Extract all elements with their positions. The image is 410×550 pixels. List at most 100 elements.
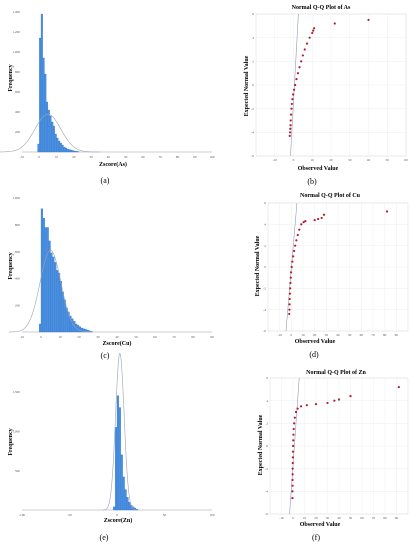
chart-title: Normal Q-Q Plot of Zn xyxy=(306,370,366,376)
histogram-bar xyxy=(114,427,118,511)
qq-point xyxy=(293,422,296,425)
y-tick-label: 200 xyxy=(15,303,20,307)
qq-point xyxy=(288,312,291,316)
y-tick-label: 2 xyxy=(266,422,268,426)
x-tick-label: 50 xyxy=(124,155,128,159)
x-axis-label: Observed Value xyxy=(295,339,336,345)
x-tick-label: 100 xyxy=(209,155,214,159)
normal-curve xyxy=(0,113,100,153)
x-tick-label: 0 xyxy=(40,335,42,339)
histogram-bar xyxy=(63,299,66,333)
y-tick-label: -6 xyxy=(251,154,254,158)
histogram-bar xyxy=(116,395,120,511)
y-axis-label: Expected Normal Value xyxy=(255,235,261,296)
x-axis-label: Zscore(Zn) xyxy=(104,517,133,524)
qq-point xyxy=(313,27,316,30)
qq-point xyxy=(288,134,291,137)
histogram-bar xyxy=(71,318,74,333)
y-tick-label: 1,000 xyxy=(12,429,20,434)
y-axis-label: Expected Normal Value xyxy=(258,414,264,475)
y-tick-label: 1,500 xyxy=(12,390,20,395)
qq-point xyxy=(308,36,311,39)
x-tick-label: 0 xyxy=(38,155,40,159)
x-tick-label: 70 xyxy=(371,333,375,337)
qq-point xyxy=(289,124,292,127)
x-tick-label: 30 xyxy=(89,155,93,159)
histogram-bar xyxy=(124,489,127,511)
panel-label: (e) xyxy=(100,533,109,542)
histogram-bar xyxy=(126,497,129,511)
histogram-bar xyxy=(46,227,49,333)
chart-title: Normal Q-Q Plot of As xyxy=(292,5,351,11)
qq-point xyxy=(295,239,298,242)
histogram-bar xyxy=(71,150,74,153)
qq-point xyxy=(311,31,314,35)
qq-point xyxy=(367,18,370,22)
y-tick-label: -4 xyxy=(263,308,266,312)
x-tick-label: 60 xyxy=(360,333,364,337)
qq-point xyxy=(292,433,295,436)
histogram-bar xyxy=(68,149,71,153)
panel-label: (f) xyxy=(312,533,320,542)
y-tick-label: 0 xyxy=(252,83,254,87)
x-tick-label: 0 xyxy=(292,516,294,520)
y-tick-label: 1,000 xyxy=(12,50,20,55)
x-tick-label: 60 xyxy=(153,335,157,339)
qq-point xyxy=(290,102,293,106)
x-tick-label: -50 xyxy=(67,513,72,517)
y-axis-label: Frequency xyxy=(8,252,14,279)
qq-point xyxy=(291,484,294,487)
y-tick-label: 800 xyxy=(15,223,20,227)
y-tick-label: 6 xyxy=(264,201,266,205)
histogram-bar xyxy=(42,57,45,153)
x-tick-label: 40 xyxy=(337,516,341,520)
histogram-bar xyxy=(59,280,63,333)
qq-point xyxy=(320,216,323,220)
x-tick-label: 10 xyxy=(58,335,62,339)
qq-point xyxy=(290,265,293,269)
x-tick-label: -10 xyxy=(20,155,25,159)
y-tick-label: -6 xyxy=(265,512,268,516)
histogram-bar xyxy=(75,151,78,153)
qq-point xyxy=(333,22,336,25)
histogram-bar xyxy=(47,109,50,153)
qq-point xyxy=(292,255,295,258)
x-tick-label: 90 xyxy=(395,516,399,520)
qq-point xyxy=(312,29,315,32)
x-tick-label: 20 xyxy=(314,516,318,520)
histogram-cu: Frequency Zscore(Cu) (c) -10 0 10 20 30 40 50 6… xyxy=(8,196,214,360)
histogram-bar xyxy=(44,227,47,333)
qq-point xyxy=(302,221,305,224)
histogram-bar xyxy=(70,149,73,153)
qq-point xyxy=(291,260,294,263)
y-tick-label: 800 xyxy=(15,70,20,74)
histogram-bar xyxy=(57,272,61,333)
qq-point xyxy=(291,478,294,482)
qq-point xyxy=(304,220,307,223)
y-tick-label: 4 xyxy=(266,399,268,403)
x-tick-label: 0 xyxy=(290,333,292,337)
qq-point xyxy=(296,233,299,237)
histogram-bar xyxy=(51,121,54,153)
x-axis-label: Zscore(Cu) xyxy=(103,340,132,347)
x-tick-label: 100 xyxy=(209,513,214,517)
x-tick-label: 80 xyxy=(176,155,180,159)
qq-point xyxy=(291,461,294,465)
qq-point xyxy=(292,93,295,96)
qq-point xyxy=(317,217,320,221)
panel-label: (b) xyxy=(307,177,317,186)
histogram-bar xyxy=(38,323,42,333)
x-tick-label: 10 xyxy=(303,516,307,520)
x-tick-label: 40 xyxy=(367,158,371,162)
x-tick-label: 30 xyxy=(325,333,329,337)
panel-label: (c) xyxy=(101,351,110,360)
qq-point xyxy=(291,490,294,493)
qq-point xyxy=(326,401,329,405)
qq-point xyxy=(305,42,309,45)
histogram-bar xyxy=(78,326,82,333)
x-tick-label: 50 xyxy=(349,516,353,520)
y-tick-label: 2 xyxy=(264,244,266,248)
qq-point xyxy=(300,223,303,226)
x-tick-label: 50 xyxy=(134,335,138,339)
qq-point xyxy=(300,60,303,63)
